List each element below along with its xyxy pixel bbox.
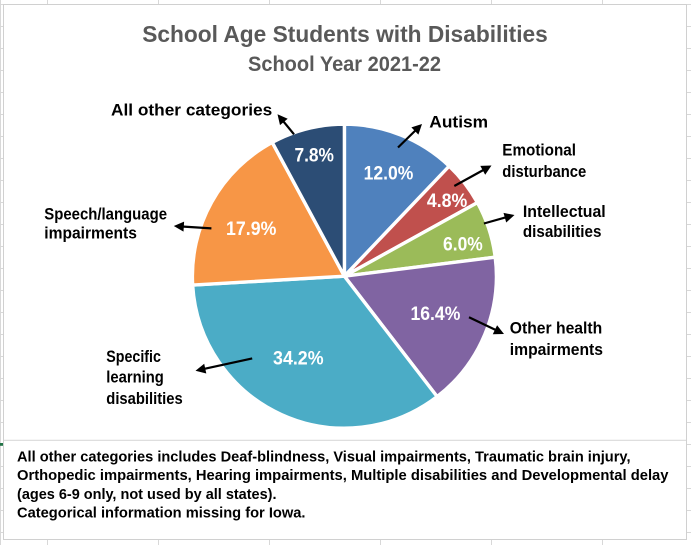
svg-text:disabilities: disabilities <box>523 223 602 241</box>
svg-text:disturbance: disturbance <box>502 163 586 181</box>
svg-text:Other health: Other health <box>510 320 602 338</box>
svg-text:impairments: impairments <box>44 225 137 243</box>
svg-text:School Year 2021-22: School Year 2021-22 <box>248 53 441 76</box>
svg-text:Categorical information missin: Categorical information missing for Iowa… <box>17 506 306 522</box>
svg-text:7.8%: 7.8% <box>294 146 334 167</box>
svg-text:impairments: impairments <box>510 341 603 359</box>
svg-text:School Age Students with Disab: School Age Students with Disabilities <box>142 21 548 47</box>
svg-text:Emotional: Emotional <box>502 142 576 160</box>
svg-text:Intellectual: Intellectual <box>523 203 606 221</box>
svg-text:4.8%: 4.8% <box>427 191 467 212</box>
svg-text:12.0%: 12.0% <box>364 164 414 185</box>
svg-text:All other categories: All other categories <box>111 101 272 119</box>
svg-text:17.9%: 17.9% <box>226 219 276 240</box>
svg-text:All other categories includes: All other categories includes Deaf-blind… <box>17 450 631 466</box>
svg-text:Orthopedic impairments, Hearin: Orthopedic impairments, Hearing impairme… <box>17 468 669 484</box>
svg-text:disabilities: disabilities <box>106 390 182 408</box>
svg-text:34.2%: 34.2% <box>273 348 324 369</box>
svg-text:(ages 6-9 only, not used by al: (ages 6-9 only, not used by all states). <box>17 487 277 503</box>
svg-text:learning: learning <box>106 369 164 387</box>
svg-text:Speech/language: Speech/language <box>44 206 167 224</box>
svg-text:16.4%: 16.4% <box>410 304 460 325</box>
svg-text:6.0%: 6.0% <box>443 235 483 256</box>
svg-text:Autism: Autism <box>429 114 488 132</box>
svg-text:Specific: Specific <box>106 348 161 366</box>
